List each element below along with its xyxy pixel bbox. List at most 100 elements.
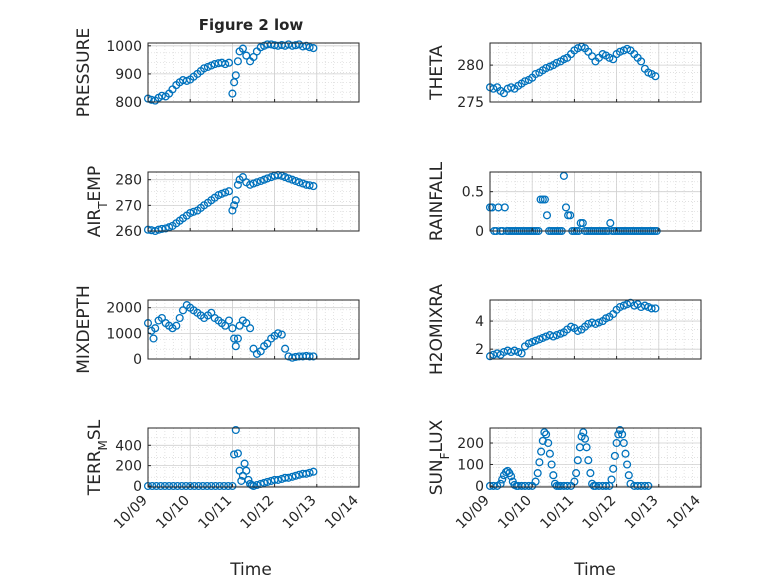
data-point (233, 449, 242, 458)
data-point (498, 475, 507, 484)
axes-box (489, 299, 702, 360)
subplot-air-temp: 260 270 280 AIRTEMP (85, 166, 360, 240)
axes-box (489, 42, 702, 103)
y-axis-label: PRESSURE (74, 28, 94, 117)
data-point (284, 174, 293, 183)
data-point (624, 471, 633, 480)
data-point (224, 187, 234, 196)
data-point (305, 181, 314, 190)
data-point (152, 481, 161, 491)
data-point (623, 460, 632, 469)
data-point (542, 430, 551, 439)
y-axis-label: THETA (427, 45, 447, 101)
data-point (309, 44, 318, 53)
data-point (507, 472, 516, 481)
x-tick-label: 10/09 (453, 493, 493, 533)
data-point (621, 449, 630, 458)
data-point (615, 302, 625, 312)
data-point (263, 477, 272, 486)
data-point (151, 324, 160, 333)
y-tick-label: 4 (475, 314, 484, 330)
data-point (249, 481, 258, 491)
y-axis-label: SUNFLUX (427, 419, 452, 495)
y-tick-label: 1000 (106, 326, 142, 342)
data-point (231, 196, 240, 205)
x-tick-label: 10/10 (153, 493, 193, 533)
data-point (252, 178, 261, 187)
x-tick-label: 10/14 (664, 492, 704, 532)
x-tick-label: 10/10 (495, 493, 535, 533)
data-point (601, 481, 611, 490)
data-point (177, 481, 186, 491)
data-point (273, 329, 283, 338)
data-point (198, 481, 207, 491)
data-point (580, 434, 590, 443)
data-point (219, 481, 229, 491)
data-point (181, 481, 191, 491)
data-point (615, 426, 625, 435)
data-point (263, 174, 272, 183)
data-point (563, 481, 572, 490)
data-point (260, 478, 269, 487)
data-point (246, 324, 255, 333)
data-point (157, 91, 166, 100)
data-point (228, 324, 237, 333)
y-tick-label: 0.5 (462, 185, 484, 201)
subplot-h2omixra: 2 4 H2OMIXRA (427, 284, 702, 375)
y-tick-label: 2000 (106, 301, 142, 317)
data-point (165, 481, 174, 491)
data-point (302, 469, 311, 478)
y-axis-label: H2OMIXRA (427, 284, 447, 375)
data-point (510, 346, 519, 355)
data-point (224, 316, 234, 325)
data-point (573, 326, 582, 335)
data-point (194, 481, 203, 491)
y-tick-label: 400 (115, 438, 142, 454)
y-tick-label: 280 (115, 173, 142, 189)
data-point (215, 481, 224, 491)
data-point (281, 344, 290, 353)
x-tick-label: 10/12 (238, 493, 278, 533)
data-point (169, 481, 178, 491)
data-point (284, 473, 293, 482)
y-tick-label: 0 (133, 352, 142, 368)
data-point (233, 180, 242, 189)
data-point (221, 188, 230, 197)
data-point (305, 352, 314, 361)
y-axis-label: RAINFALL (427, 161, 447, 241)
axes-box (147, 299, 360, 360)
data-point (619, 438, 628, 448)
data-point (203, 481, 212, 491)
data-point (549, 471, 558, 480)
data-point (542, 64, 551, 73)
x-axis-label-left: Time (229, 560, 272, 580)
data-point (200, 64, 209, 73)
subplot-rainfall: 0 0.5 RAINFALL (427, 161, 702, 241)
data-point (160, 481, 169, 491)
series-points (485, 426, 653, 490)
axes-box (147, 42, 360, 103)
series-points (485, 42, 660, 98)
data-point (640, 481, 649, 490)
data-point (531, 336, 540, 345)
series-points (485, 298, 660, 361)
data-point (186, 481, 195, 491)
data-point (607, 475, 616, 484)
data-point (578, 219, 587, 228)
axes-box (489, 427, 702, 488)
y-tick-label: 270 (115, 198, 142, 214)
data-point (573, 456, 582, 465)
data-point (231, 71, 240, 80)
data-point (291, 471, 300, 480)
data-point (500, 203, 509, 212)
data-point (644, 481, 653, 490)
subplot-sun-flux: 0 100 200 10/09 10/10 10/11 10/12 10/13 10/14 SUN… (427, 419, 704, 532)
data-point (545, 449, 554, 458)
y-tick-label: 800 (115, 95, 142, 111)
data-point (305, 468, 314, 477)
data-point (231, 425, 240, 435)
data-point (651, 72, 660, 81)
y-tick-label: 2 (475, 342, 484, 358)
data-point (228, 206, 237, 215)
